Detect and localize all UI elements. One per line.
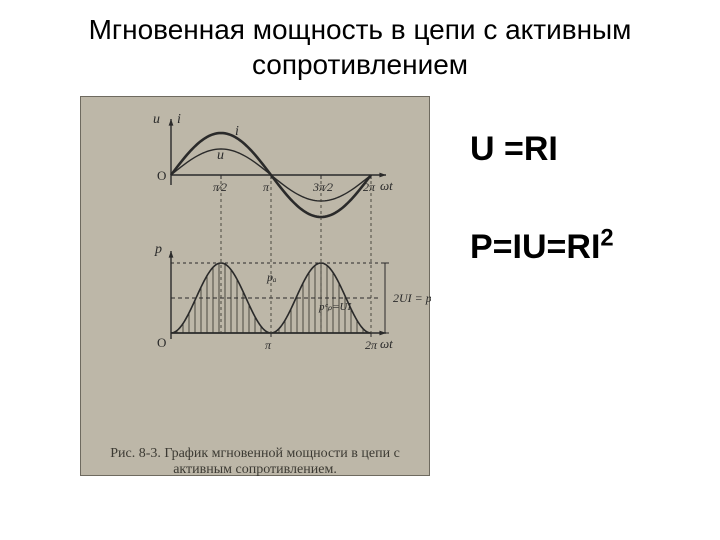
formula-power: P=IU=RI2: [470, 228, 614, 267]
slide-title: Мгновенная мощность в цепи с активным со…: [0, 12, 720, 82]
svg-text:p: p: [154, 242, 162, 257]
formula-ohms-law-text: U =RI: [470, 130, 558, 168]
svg-text:i: i: [235, 124, 239, 139]
figure-caption: Рис. 8-3. График мгновенной мощно­сти в …: [90, 446, 420, 478]
svg-text:O: O: [157, 335, 166, 350]
svg-text:3π⁄2: 3π⁄2: [312, 180, 333, 194]
svg-text:pᶜₚ=UI: pᶜₚ=UI: [318, 301, 352, 313]
svg-text:O: O: [157, 168, 166, 183]
svg-text:π: π: [263, 180, 270, 194]
svg-text:i: i: [177, 112, 181, 127]
svg-text:u: u: [153, 112, 160, 127]
formula-power-exponent: 2: [600, 225, 613, 252]
formula-ohms-law: U =RI: [470, 130, 558, 169]
formula-power-base: P=IU=RI: [470, 228, 600, 266]
svg-text:pₐ: pₐ: [266, 270, 277, 284]
svg-text:2π: 2π: [365, 338, 378, 352]
svg-text:ωt: ωt: [380, 178, 393, 193]
svg-text:u: u: [217, 148, 224, 163]
svg-text:2UI = pmax: 2UI = pmax: [393, 291, 431, 307]
svg-text:ωt: ωt: [380, 336, 393, 351]
svg-text:π⁄2: π⁄2: [213, 180, 227, 194]
svg-text:π: π: [265, 338, 272, 352]
figure-svg: uiOωtπ⁄2π3π⁄22πiupOωtπ2πpᶜₚ=UIpₐ2UI = pm…: [81, 97, 431, 477]
figure-scan: uiOωtπ⁄2π3π⁄22πiupOωtπ2πpᶜₚ=UIpₐ2UI = pm…: [80, 96, 430, 476]
